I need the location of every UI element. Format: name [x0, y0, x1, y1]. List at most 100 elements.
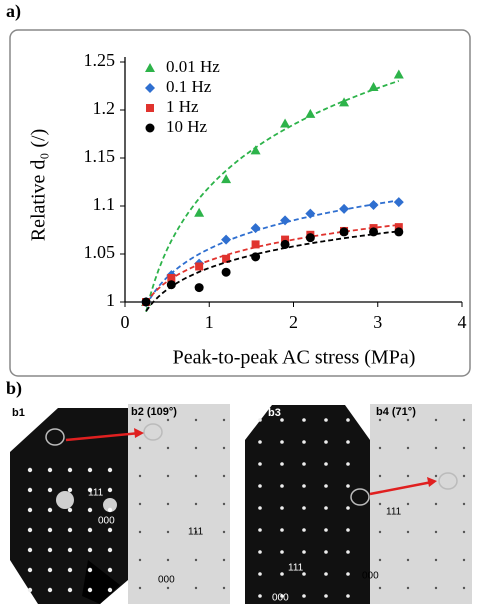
- spot: [324, 462, 328, 466]
- spot: [47, 487, 53, 493]
- marker: [281, 235, 290, 244]
- diffraction-image: [245, 405, 370, 604]
- marker: [280, 118, 291, 128]
- spot: [107, 527, 113, 533]
- marker: [368, 200, 379, 211]
- spot: [87, 487, 93, 493]
- spot: [194, 474, 198, 478]
- x-axis-label: Peak-to-peak AC stress (MPa): [173, 347, 416, 369]
- spot: [166, 558, 170, 562]
- spot: [324, 418, 328, 422]
- arrow: [65, 431, 141, 442]
- x-tick-label: 4: [458, 312, 467, 332]
- chart-frame: [9, 29, 471, 377]
- spot: [434, 530, 438, 534]
- spot: [346, 484, 350, 488]
- spot: [378, 530, 382, 534]
- spot: [434, 418, 438, 422]
- spot: [166, 530, 170, 534]
- miller-index: 000: [158, 575, 175, 586]
- spot: [67, 527, 73, 533]
- spot: [462, 530, 466, 534]
- fit-curve: [145, 80, 400, 313]
- marker: [221, 234, 232, 245]
- spot: [258, 594, 262, 598]
- spot: [87, 547, 93, 553]
- spot: [67, 507, 73, 513]
- spot: [434, 586, 438, 590]
- marker: [221, 174, 232, 184]
- spot: [258, 462, 262, 466]
- spot: [166, 446, 170, 450]
- y-tick-label: 1.15: [84, 146, 116, 166]
- spot: [138, 530, 142, 534]
- spot: [67, 587, 73, 593]
- spot: [378, 586, 382, 590]
- spot: [67, 467, 73, 473]
- spot: [27, 587, 33, 593]
- spot: [107, 487, 113, 493]
- spot: [346, 572, 350, 576]
- spot: [258, 484, 262, 488]
- spot: [346, 506, 350, 510]
- x-tick-label: 2: [289, 312, 298, 332]
- spot: [138, 418, 142, 422]
- spot: [166, 474, 170, 478]
- panel-label: a): [6, 1, 21, 22]
- highlight-circle: [438, 472, 458, 490]
- spot: [302, 462, 306, 466]
- spot: [302, 550, 306, 554]
- marker: [221, 267, 231, 277]
- marker: [195, 262, 204, 271]
- spot: [107, 567, 113, 573]
- spot: [194, 530, 198, 534]
- spot: [27, 547, 33, 553]
- y-tick-label: 1: [106, 290, 115, 310]
- image-label: b1: [12, 407, 25, 419]
- fit-curve: [145, 224, 399, 304]
- highlight-circle: [350, 488, 370, 506]
- spot: [462, 446, 466, 450]
- miller-index: 000: [98, 516, 115, 527]
- y-axis-label: Relative d₀ (/): [28, 129, 50, 242]
- marker: [280, 239, 290, 249]
- spot: [258, 550, 262, 554]
- marker: [251, 252, 261, 262]
- spot: [434, 502, 438, 506]
- miller-index: 111: [188, 527, 204, 538]
- spot: [87, 587, 93, 593]
- panel-label: b): [6, 378, 22, 399]
- spot: [302, 594, 306, 598]
- spot: [138, 474, 142, 478]
- spot: [378, 446, 382, 450]
- x-tick-label: 0: [121, 312, 130, 332]
- marker: [368, 81, 379, 91]
- marker: [394, 227, 404, 237]
- spot: [434, 474, 438, 478]
- spot: [67, 567, 73, 573]
- legend-label: 0.1 Hz: [166, 77, 212, 96]
- marker: [146, 104, 154, 112]
- simulated-pattern: [128, 404, 230, 604]
- spot: [222, 530, 226, 534]
- spot: [47, 567, 53, 573]
- spot: [280, 484, 284, 488]
- image-label: b2 (109°): [131, 406, 177, 418]
- x-tick-label: 1: [205, 312, 214, 332]
- miller-index: 000: [362, 571, 379, 582]
- spot: [87, 527, 93, 533]
- spot: [258, 418, 262, 422]
- spot: [27, 487, 33, 493]
- spot: [406, 418, 410, 422]
- spot: [27, 527, 33, 533]
- marker: [145, 63, 155, 72]
- marker: [250, 223, 261, 234]
- legend-label: 10 Hz: [166, 117, 208, 136]
- spot: [280, 572, 284, 576]
- arrowhead: [134, 428, 144, 438]
- spot: [87, 507, 93, 513]
- spot: [67, 547, 73, 553]
- highlight-circle: [143, 423, 163, 441]
- miller-index: 111: [288, 563, 304, 574]
